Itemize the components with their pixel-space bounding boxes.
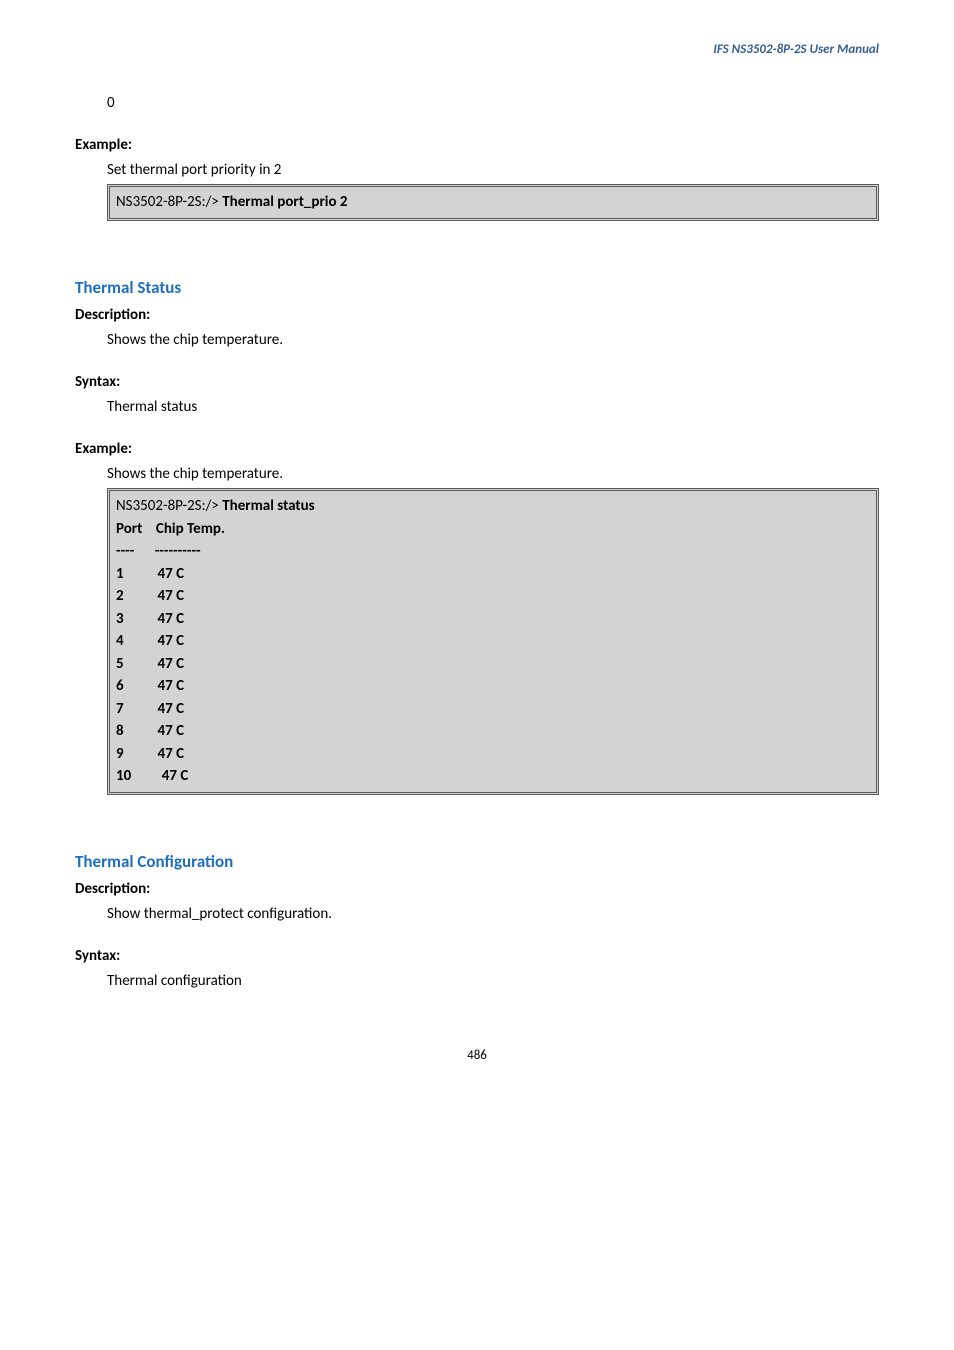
table-row: 10 47 C xyxy=(116,765,870,788)
description-label-2: Description: xyxy=(75,304,879,327)
zero-line: 0 xyxy=(107,92,879,115)
syntax-label-3: Syntax: xyxy=(75,945,879,968)
example-desc-1: Set thermal port priority in 2 xyxy=(107,159,879,182)
table-row: 3 47 C xyxy=(116,608,870,631)
heading-thermal-status: Thermal Status xyxy=(75,275,879,301)
table-row: 2 47 C xyxy=(116,585,870,608)
codebox-2-cmdline: NS3502-8P-2S:/> Thermal status xyxy=(116,495,870,518)
table-row: 5 47 C xyxy=(116,653,870,676)
codebox-2: NS3502-8P-2S:/> Thermal status Port Chip… xyxy=(107,488,879,795)
table-row: 8 47 C xyxy=(116,720,870,743)
codebox-2-rows: 1 47 C2 47 C3 47 C4 47 C5 47 C6 47 C7 47… xyxy=(116,563,870,788)
description-text-3: Show thermal_protect configuration. xyxy=(107,903,879,926)
table-row: 4 47 C xyxy=(116,630,870,653)
codebox-2-header-spacer xyxy=(142,520,156,538)
codebox-2-cmd: Thermal status xyxy=(222,497,314,515)
syntax-text-2: Thermal status xyxy=(107,396,879,419)
codebox-2-header-temp: Chip Temp. xyxy=(156,520,225,538)
syntax-text-3: Thermal configuration xyxy=(107,970,879,993)
codebox-2-divider: ---- ---------- xyxy=(116,540,870,563)
description-text-2: Shows the chip temperature. xyxy=(107,329,879,352)
codebox-1: NS3502-8P-2S:/> Thermal port_prio 2 xyxy=(107,184,879,221)
codebox-2-header: Port Chip Temp. xyxy=(116,518,870,541)
table-row: 9 47 C xyxy=(116,743,870,766)
codebox-2-header-port: Port xyxy=(116,520,142,538)
example-desc-2: Shows the chip temperature. xyxy=(107,463,879,486)
codebox-1-cmd: Thermal port_prio 2 xyxy=(222,193,347,211)
codebox-1-prefix: NS3502-8P-2S:/> xyxy=(116,193,222,211)
example-label-2: Example: xyxy=(75,438,879,461)
syntax-label-2: Syntax: xyxy=(75,371,879,394)
table-row: 7 47 C xyxy=(116,698,870,721)
example-label-1: Example: xyxy=(75,134,879,157)
page-header: IFS NS3502-8P-2S User Manual xyxy=(75,40,879,60)
heading-thermal-config: Thermal Configuration xyxy=(75,849,879,875)
description-label-3: Description: xyxy=(75,878,879,901)
page-number: 486 xyxy=(75,1046,879,1066)
table-row: 6 47 C xyxy=(116,675,870,698)
codebox-2-prefix: NS3502-8P-2S:/> xyxy=(116,497,222,515)
table-row: 1 47 C xyxy=(116,563,870,586)
